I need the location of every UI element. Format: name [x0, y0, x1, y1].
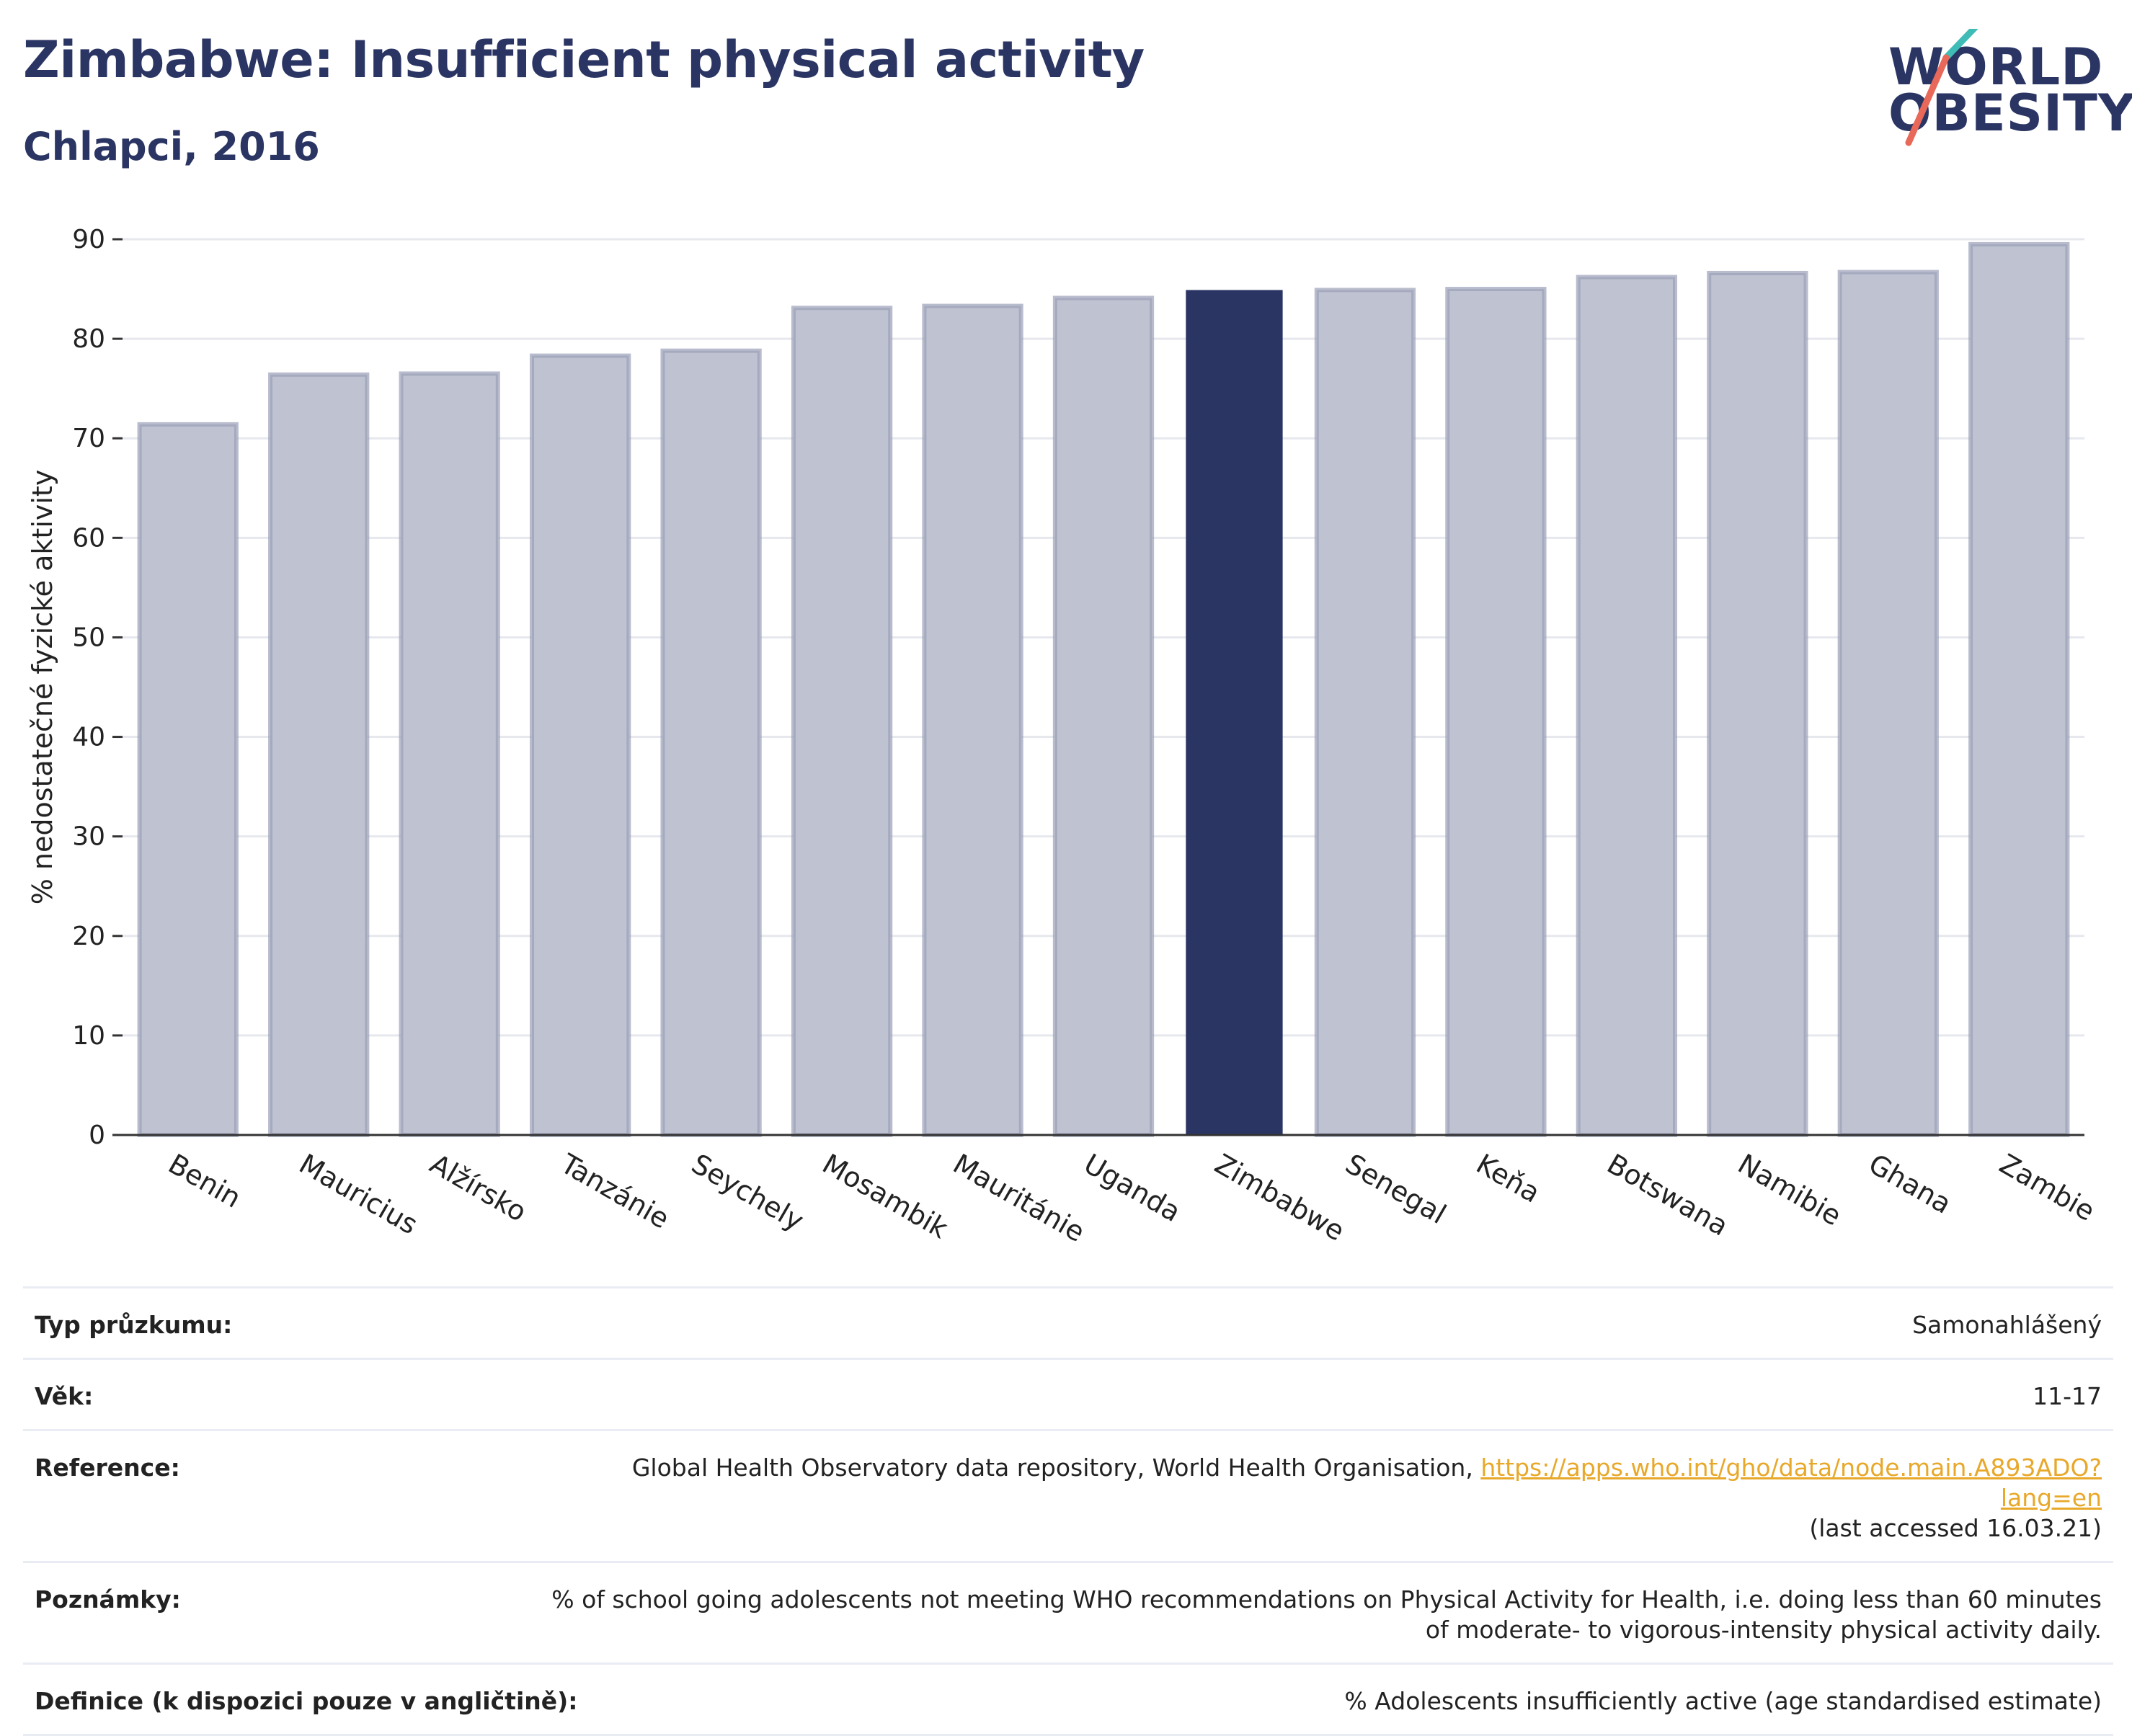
x-tick-label: Mauricius [294, 1148, 423, 1241]
info-label: Typ průzkumu: [35, 1311, 233, 1339]
info-value: Global Health Observatory data repositor… [545, 1453, 2102, 1544]
x-tick-label: Namibie [1733, 1148, 1847, 1232]
info-value: % of school going adolescents not meetin… [551, 1585, 2102, 1644]
y-tick-label: 30 [72, 822, 105, 852]
bar-zambie [1968, 241, 2070, 1138]
info-value: % Adolescents insufficiently active (age… [1344, 1687, 2102, 1715]
logo-line-1: WORLD [1888, 37, 2104, 97]
bar-alžírsko [399, 371, 500, 1138]
y-tick-label: 40 [72, 723, 105, 752]
bar-zimbabwe [1186, 290, 1283, 1135]
bar-mauritánie [922, 303, 1023, 1138]
x-tick-label: Senegal [1340, 1148, 1451, 1231]
info-label: Poznámky: [35, 1585, 181, 1613]
bar-ghana [1837, 270, 1939, 1138]
y-tick-label: 60 [72, 523, 105, 553]
info-label: Definice (k dispozici pouze v angličtině… [35, 1687, 578, 1715]
y-axis-label: % nedostatečné fyzické aktivity [27, 470, 58, 905]
x-tick-label: Seychely [686, 1148, 809, 1237]
y-tick-label: 0 [89, 1121, 105, 1150]
x-tick-label: Botswana [1602, 1148, 1733, 1242]
info-row-notes: Poznámky: % of school going adolescents … [23, 1561, 2113, 1662]
x-tick-label: Keňa [1471, 1148, 1545, 1209]
reference-accessed: (last accessed 16.03.21) [1809, 1514, 2102, 1542]
bar-botswana [1576, 275, 1678, 1138]
x-tick-label: Ghana [1863, 1148, 1957, 1220]
world-obesity-logo: WORLD OBESITY [1874, 29, 2132, 159]
bar-keňa [1445, 287, 1547, 1138]
bar-seychely [660, 348, 762, 1137]
bar-senegal [1314, 288, 1416, 1138]
chart-subtitle: Chlapci, 2016 [23, 124, 320, 169]
bar-tanzánie [529, 353, 631, 1138]
y-tick-label: 10 [72, 1021, 105, 1051]
info-value: Samonahlášený [1912, 1311, 2102, 1339]
x-tick-label: Mauritánie [948, 1148, 1090, 1248]
y-tick-label: 90 [72, 225, 105, 254]
reference-link[interactable]: https://apps.who.int/gho/data/node.main.… [1480, 1454, 2102, 1512]
bar-uganda [1052, 295, 1155, 1137]
bar-benin [137, 422, 239, 1137]
info-label: Věk: [35, 1382, 94, 1410]
x-tick-label: Uganda [1079, 1148, 1186, 1228]
info-table: Typ průzkumu: Samonahlášený Věk: 11-17 R… [23, 1286, 2113, 1736]
info-row-definition: Definice (k dispozici pouze v angličtině… [23, 1662, 2113, 1736]
bar-mosambik [791, 306, 893, 1138]
x-tick-label: Alžírsko [425, 1148, 532, 1228]
y-tick-label: 80 [72, 324, 105, 354]
x-tick-label: Mosambik [817, 1148, 954, 1245]
info-row-age: Věk: 11-17 [23, 1358, 2113, 1429]
bar-mauricius [268, 372, 370, 1138]
y-tick-label: 70 [72, 424, 105, 453]
chart-title: Zimbabwe: Insufficient physical activity [23, 30, 1145, 89]
info-label: Reference: [35, 1454, 180, 1482]
x-tick-label: Zambie [1994, 1148, 2100, 1227]
reference-text: Global Health Observatory data repositor… [631, 1454, 1481, 1482]
info-value: 11-17 [2033, 1382, 2102, 1410]
y-tick-label: 50 [72, 623, 105, 652]
x-tick-label: Zimbabwe [1209, 1148, 1350, 1247]
x-tick-label: Tanzánie [555, 1147, 675, 1234]
y-tick-label: 20 [72, 922, 105, 951]
bar-namibie [1707, 270, 1808, 1138]
info-row-survey-type: Typ průzkumu: Samonahlášený [23, 1286, 2113, 1358]
x-tick-label: Benin [163, 1148, 246, 1214]
logo-slash-icon [1905, 29, 1978, 146]
bar-chart: 0 10 20 30 40 50 60 70 80 90 % nedostatečné fyzick… [27, 225, 2100, 1248]
info-row-reference: Reference: Global Health Observatory dat… [23, 1429, 2113, 1561]
